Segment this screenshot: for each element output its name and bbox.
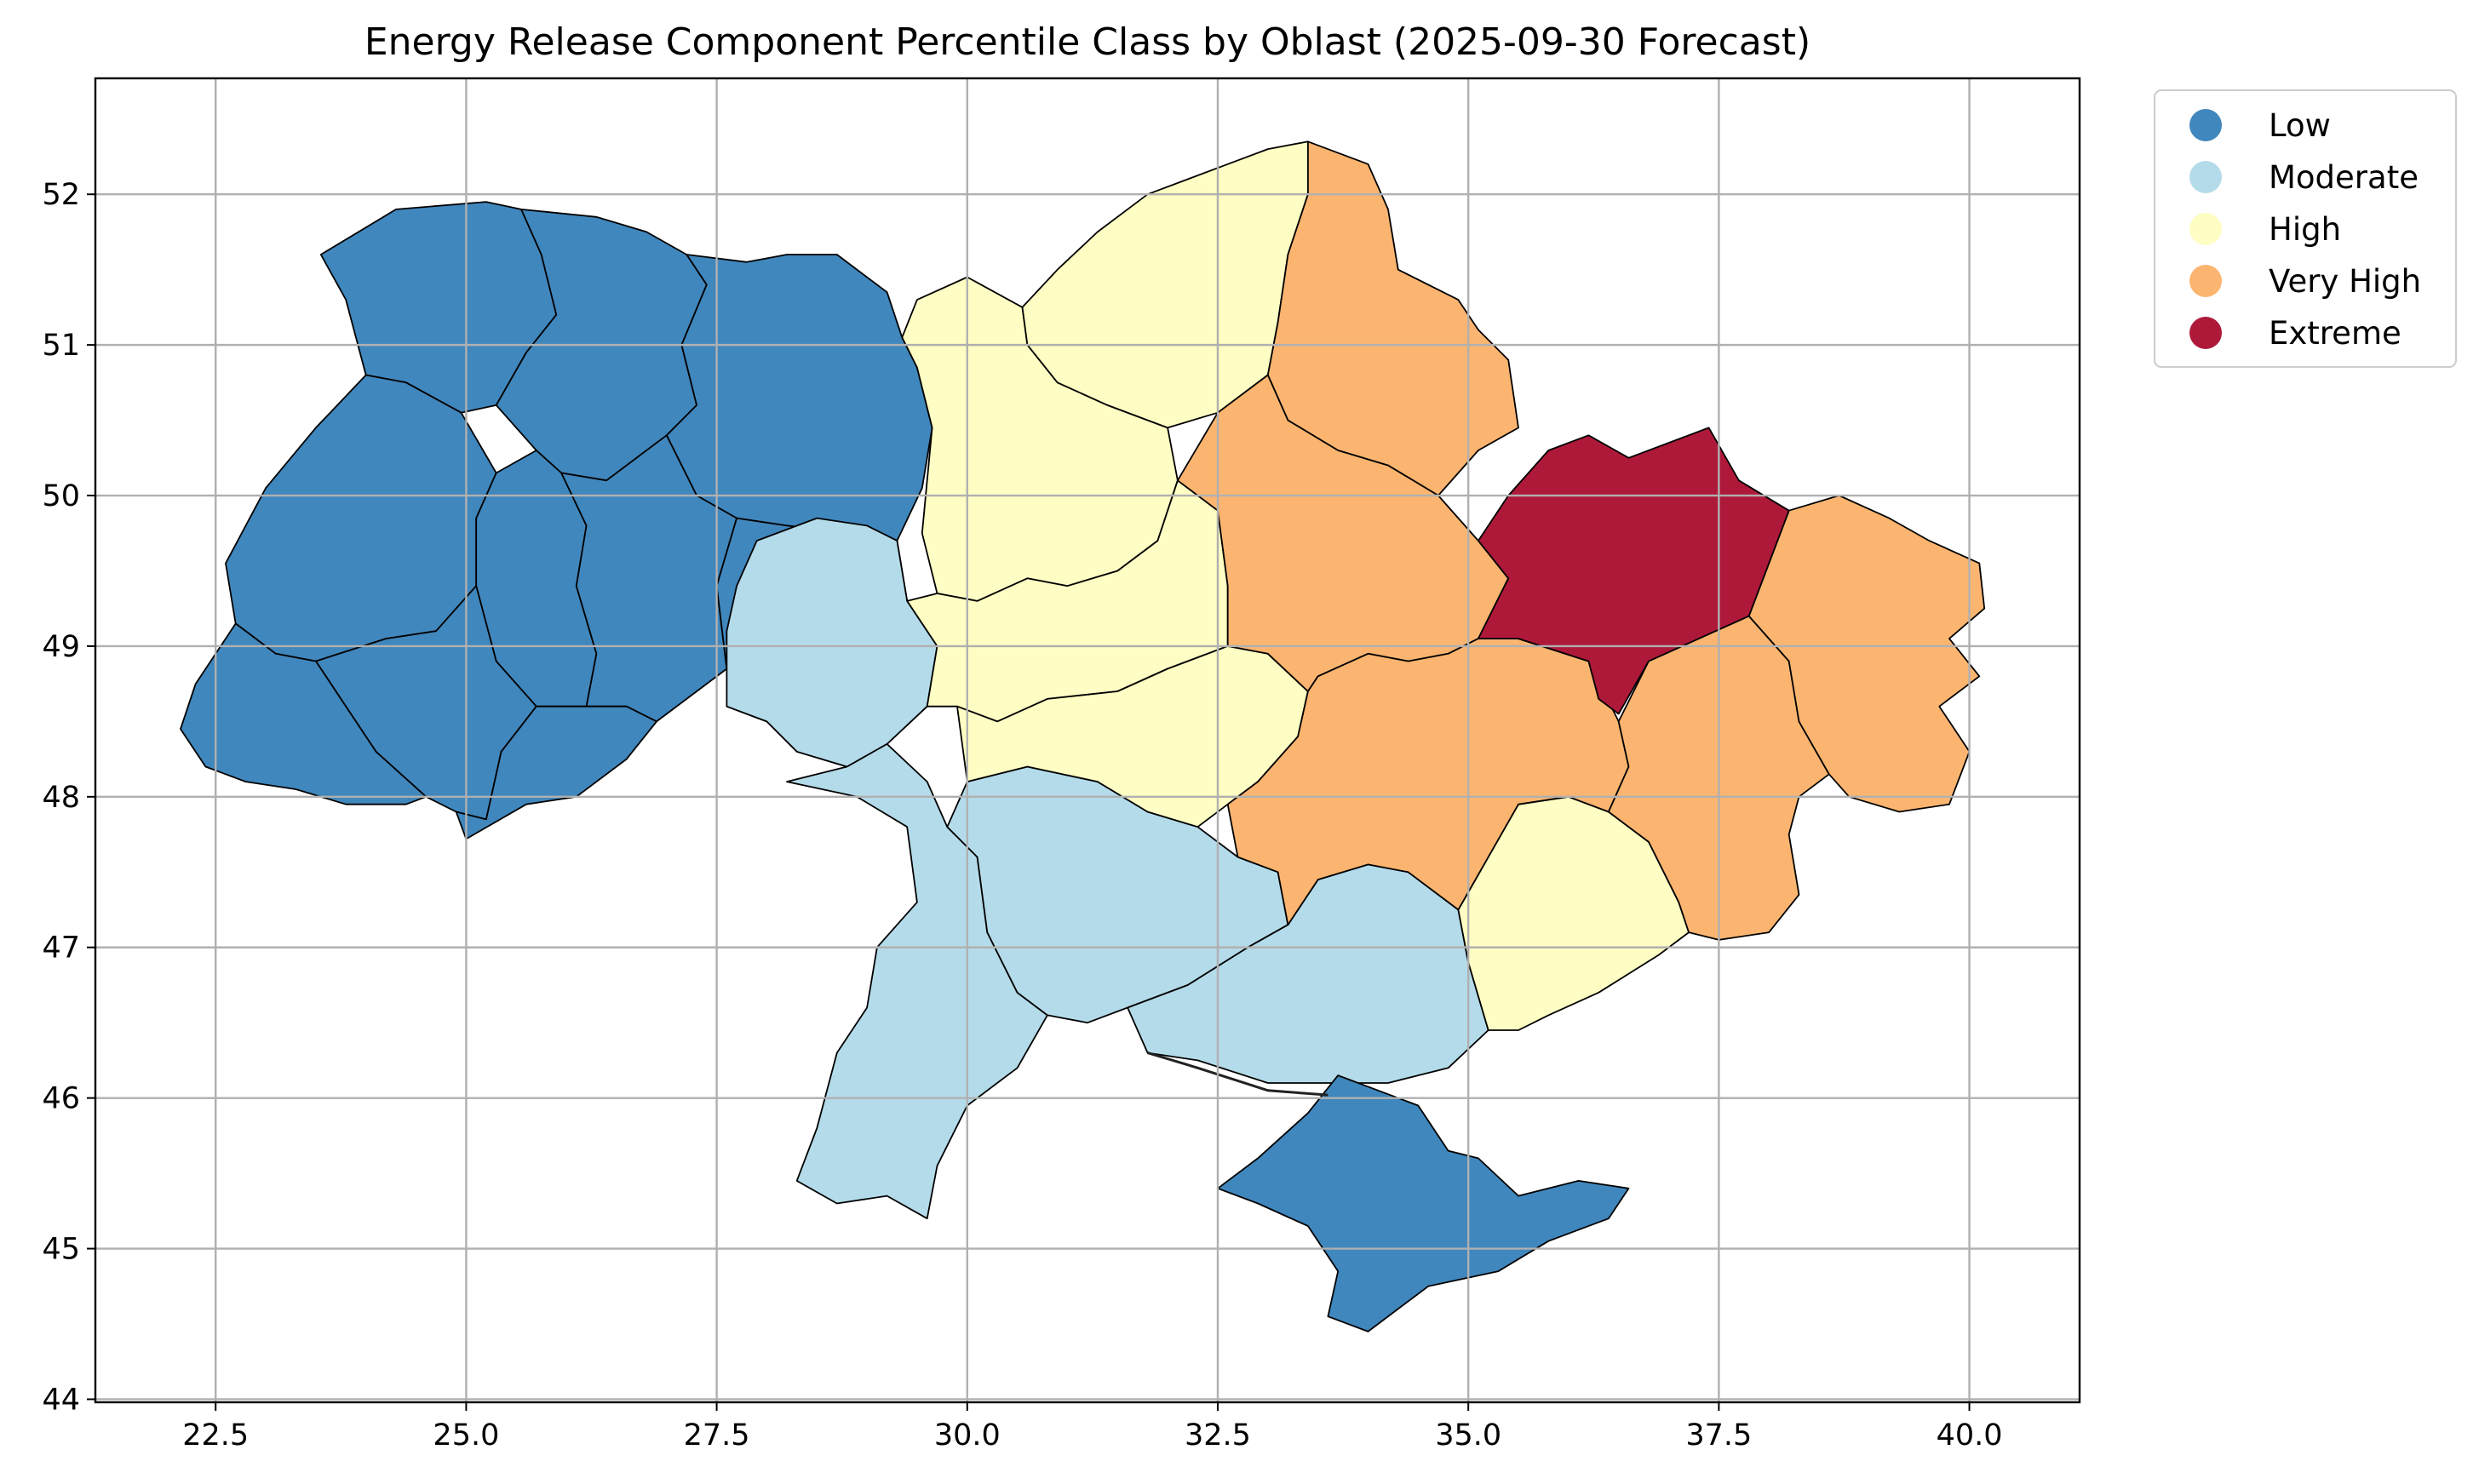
oblast-kharkiv — [1478, 427, 1790, 715]
oblast-odesa — [786, 743, 1048, 1220]
oblast-zakarpattia — [180, 622, 428, 805]
x-tick-label: 35.0 — [1435, 1418, 1501, 1452]
legend-label-high: High — [2269, 211, 2341, 248]
x-tick-label: 40.0 — [1937, 1418, 2003, 1452]
legend-swatch-very-high — [2189, 265, 2222, 297]
oblast-crimea — [1217, 1074, 1630, 1332]
y-tick-label: 51 — [42, 329, 80, 363]
legend: Low Moderate High Very High Extreme — [2154, 89, 2457, 368]
map-title: Energy Release Component Percentile Clas… — [364, 20, 1810, 64]
oblast-chernivtsi — [455, 705, 657, 840]
legend-swatch-high — [2189, 213, 2222, 245]
x-axis-ticks: 22.5 25.0 27.5 30.0 32.5 35.0 37.5 40.0 — [182, 1402, 2003, 1452]
legend-swatch-extreme — [2189, 317, 2222, 349]
legend-box — [2154, 89, 2457, 368]
map-layer — [180, 140, 1986, 1332]
y-tick-label: 47 — [42, 931, 80, 965]
legend-label-very-high: Very High — [2269, 263, 2421, 300]
x-tick-label: 27.5 — [684, 1418, 750, 1452]
grid-lines — [95, 78, 2080, 1402]
legend-item-low: Low — [2189, 107, 2331, 144]
y-tick-label: 44 — [42, 1383, 80, 1417]
oblast-luhansk — [1747, 495, 1986, 813]
y-tick-label: 50 — [42, 479, 80, 513]
legend-item-extreme: Extreme — [2189, 315, 2402, 352]
x-tick-label: 30.0 — [934, 1418, 1001, 1452]
legend-label-low: Low — [2269, 107, 2331, 144]
x-tick-label: 37.5 — [1685, 1418, 1752, 1452]
y-tick-label: 49 — [42, 630, 80, 664]
coast-spit — [1147, 1051, 1328, 1097]
x-tick-label: 32.5 — [1185, 1418, 1251, 1452]
oblast-khmelnytskyi — [560, 434, 737, 723]
legend-label-moderate: Moderate — [2269, 159, 2419, 196]
oblast-sumy — [1266, 140, 1519, 496]
legend-swatch-moderate — [2189, 161, 2222, 193]
legend-swatch-low — [2189, 109, 2222, 141]
legend-item-high: High — [2189, 211, 2341, 248]
y-tick-label: 52 — [42, 178, 80, 212]
x-tick-label: 25.0 — [433, 1418, 499, 1452]
legend-item-moderate: Moderate — [2189, 159, 2419, 196]
y-tick-label: 45 — [42, 1233, 80, 1267]
legend-label-extreme: Extreme — [2269, 315, 2402, 352]
y-tick-label: 46 — [42, 1082, 80, 1116]
y-axis-ticks: 44 45 46 47 48 49 50 51 52 — [42, 178, 95, 1417]
axes-frame — [94, 77, 2081, 1404]
oblast-zhytomyr — [665, 254, 933, 541]
x-tick-label: 22.5 — [182, 1418, 249, 1452]
legend-item-very-high: Very High — [2189, 263, 2421, 300]
oblast-khmelnytskyi-south-mod — [726, 517, 938, 768]
y-tick-label: 48 — [42, 781, 80, 815]
